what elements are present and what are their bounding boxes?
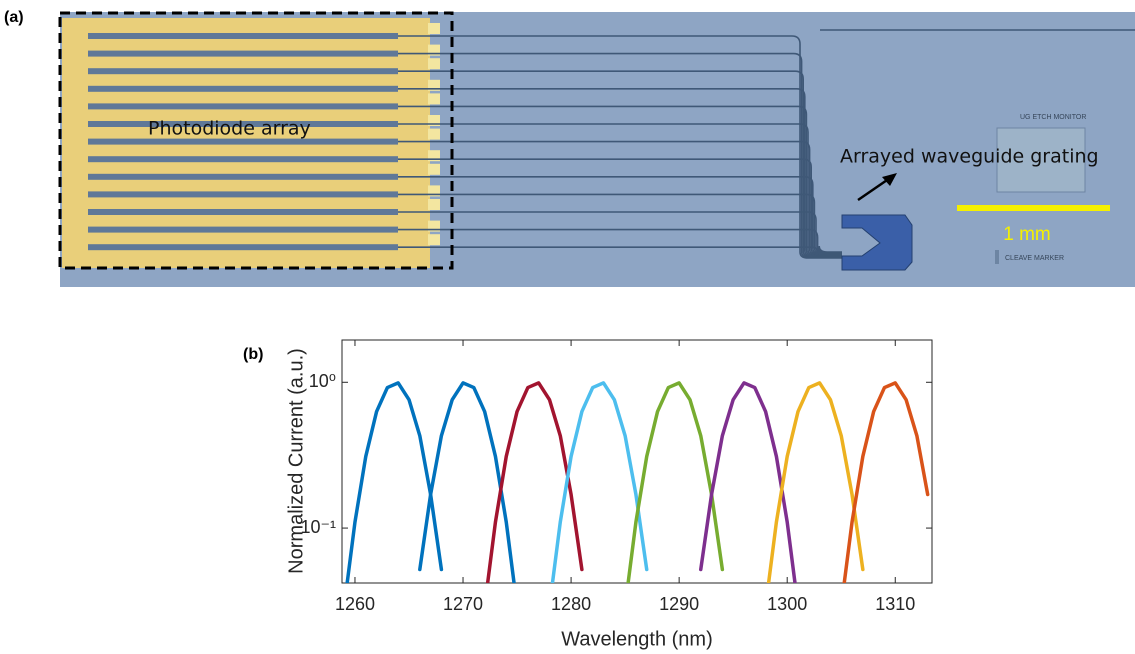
- waveguide: [398, 228, 842, 254]
- chip-label: CLEAVE MARKER: [1005, 255, 1064, 262]
- finger: [88, 33, 398, 39]
- series-line: [345, 381, 444, 583]
- pad: [428, 44, 440, 56]
- plot-area: [341, 339, 933, 584]
- x-tick-label: 1270: [443, 594, 483, 614]
- x-tick-label: 1260: [335, 594, 375, 614]
- pad: [428, 128, 440, 140]
- finger: [88, 85, 398, 92]
- awg: [841, 214, 913, 271]
- dashed-box: [58, 11, 454, 270]
- waveguide: [398, 52, 842, 259]
- pad: [428, 185, 440, 197]
- y-axis-label: Normalized Current (a.u.): [285, 348, 307, 574]
- arrow-head: [882, 173, 897, 186]
- y-tick-label: 10⁰: [309, 371, 336, 391]
- x-tick-label: 1280: [551, 594, 591, 614]
- waveguide: [398, 105, 842, 257]
- waveguide: [398, 245, 842, 256]
- x-axis-label: Wavelength (nm): [561, 628, 713, 650]
- waveguide: [398, 123, 842, 257]
- x-tick-label: 1300: [767, 594, 807, 614]
- pad: [428, 220, 440, 232]
- waveguide: [398, 140, 842, 256]
- series-line: [550, 381, 649, 583]
- x-tick-label: 1290: [659, 594, 699, 614]
- panel-label: (b): [243, 346, 263, 363]
- finger: [88, 68, 398, 75]
- pad: [428, 163, 440, 175]
- cleave-marker: [995, 250, 999, 264]
- pad: [428, 115, 440, 126]
- pad: [428, 58, 440, 70]
- panel-label: (a): [4, 9, 24, 26]
- series-line: [485, 381, 584, 583]
- micrograph: Photodiode array Arrayed waveguide grati…: [58, 11, 1135, 287]
- pad: [428, 234, 440, 246]
- finger: [88, 209, 398, 215]
- scale-label: 1 mm: [1003, 224, 1051, 245]
- waveguide: [398, 35, 842, 259]
- etch-monitor: [996, 127, 1086, 193]
- finger: [88, 244, 398, 251]
- finger: [88, 103, 398, 110]
- finger: [88, 50, 398, 57]
- finger: [88, 138, 398, 145]
- pad: [428, 150, 440, 162]
- series-line: [766, 381, 865, 583]
- finger: [88, 156, 398, 163]
- pad: [428, 199, 440, 210]
- pad: [428, 79, 440, 91]
- waveguides: [398, 35, 842, 259]
- pad: [428, 23, 440, 34]
- arrow: [857, 176, 891, 202]
- finger: [88, 173, 398, 180]
- finger: [88, 191, 398, 198]
- series-line: [842, 381, 930, 583]
- finger: [88, 121, 398, 127]
- waveguide: [398, 176, 842, 255]
- series-line: [626, 381, 725, 583]
- chip-label: UG ETCH MONITOR: [1020, 114, 1086, 121]
- pad: [428, 93, 440, 105]
- waveguide: [398, 158, 842, 256]
- y-tick-label: 10⁻¹: [300, 517, 336, 537]
- x-tick-label: 1310: [875, 594, 915, 614]
- finger: [88, 226, 398, 233]
- photodiode-fingers: [88, 23, 440, 251]
- annotation: Photodiode array: [148, 118, 311, 140]
- waveguide: [398, 88, 842, 258]
- series-group: [345, 381, 930, 583]
- waveguide: [398, 70, 842, 258]
- annotation: Arrayed waveguide grating: [840, 146, 1099, 168]
